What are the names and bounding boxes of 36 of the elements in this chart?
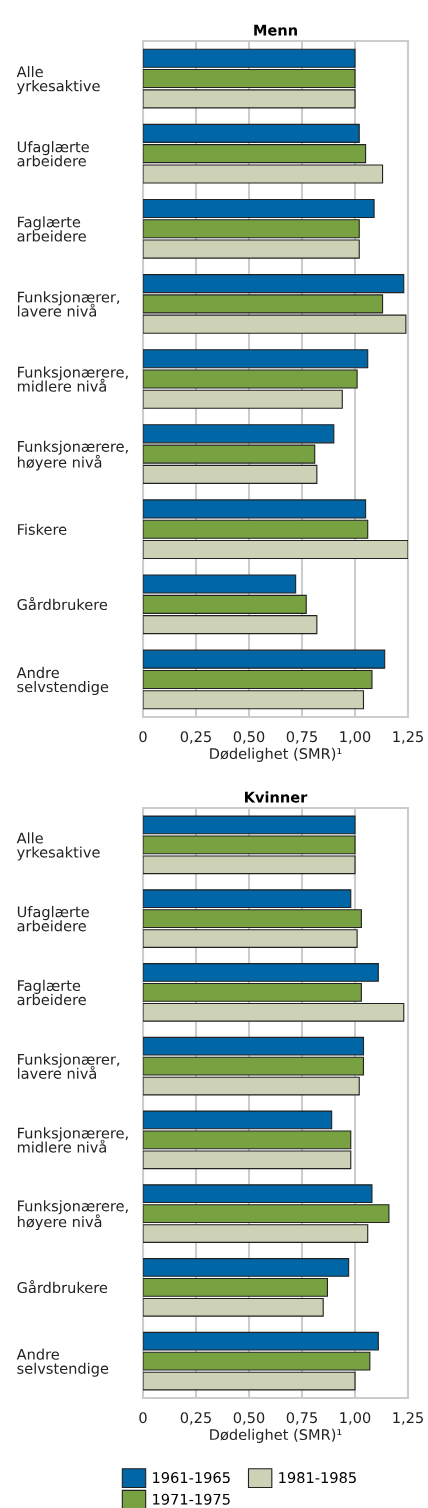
y-tick-label: Funksjonærer, lavere nivå	[17, 291, 120, 317]
y-tick-label: Faglærte arbeidere	[17, 979, 86, 1006]
x-tick-label: 1,00	[340, 1412, 371, 1425]
x-tick-label: 0	[139, 731, 147, 743]
y-tick-label: Funksjonærere, høyere nivå	[17, 1200, 128, 1231]
y-tick-label: Gårdbrukere	[17, 1280, 108, 1294]
chart-title: Menn	[254, 24, 297, 36]
x-tick-label: 0	[139, 1412, 147, 1424]
y-tick-label: Fiskere	[18, 523, 67, 535]
y-tick-label: Funksjonærere, midlere nivå	[17, 1127, 128, 1153]
y-tick-label: Gårdbrukere	[17, 597, 108, 611]
chart-title: Kvinner	[245, 791, 308, 803]
x-tick-label: 1,00	[340, 731, 371, 744]
x-tick-label: 1,25	[393, 731, 423, 744]
y-tick-label: Alle yrkesaktive	[16, 832, 100, 861]
y-tick-label: Andre selvstendige	[16, 666, 109, 696]
x-axis-title: Dødelighet (SMR)¹	[210, 747, 342, 762]
y-tick-label: Funksjonærere, høyere nivå	[17, 440, 128, 471]
y-tick-label: Alle yrkesaktive	[16, 65, 100, 95]
x-axis-title: Dødelighet (SMR)¹	[210, 1428, 342, 1443]
x-tick-label: 0,75	[286, 1412, 317, 1425]
x-tick-label: 1,25	[393, 1412, 423, 1425]
x-tick-label: 0,25	[180, 731, 211, 744]
y-tick-label: Funksjonærer, lavere nivå	[17, 1053, 120, 1079]
legend-label: 1981-1985	[279, 1472, 356, 1484]
x-tick-label: 0,25	[180, 1412, 211, 1425]
legend-label: 1961-1965	[153, 1472, 230, 1484]
x-tick-label: 0,50	[233, 731, 265, 744]
y-tick-label: Funksjonærere, midlere nivå	[17, 366, 128, 392]
legend-label: 1971-1975	[153, 1493, 230, 1505]
x-tick-label: 0,50	[233, 1412, 265, 1425]
x-tick-label: 0,75	[286, 731, 317, 744]
y-tick-label: Faglærte arbeidere	[17, 216, 86, 242]
y-tick-label: Andre selvstendige	[16, 1348, 109, 1377]
y-tick-label: Ufaglærte arbeidere	[17, 906, 89, 932]
y-tick-label: Ufaglærte arbeidere	[17, 141, 89, 167]
